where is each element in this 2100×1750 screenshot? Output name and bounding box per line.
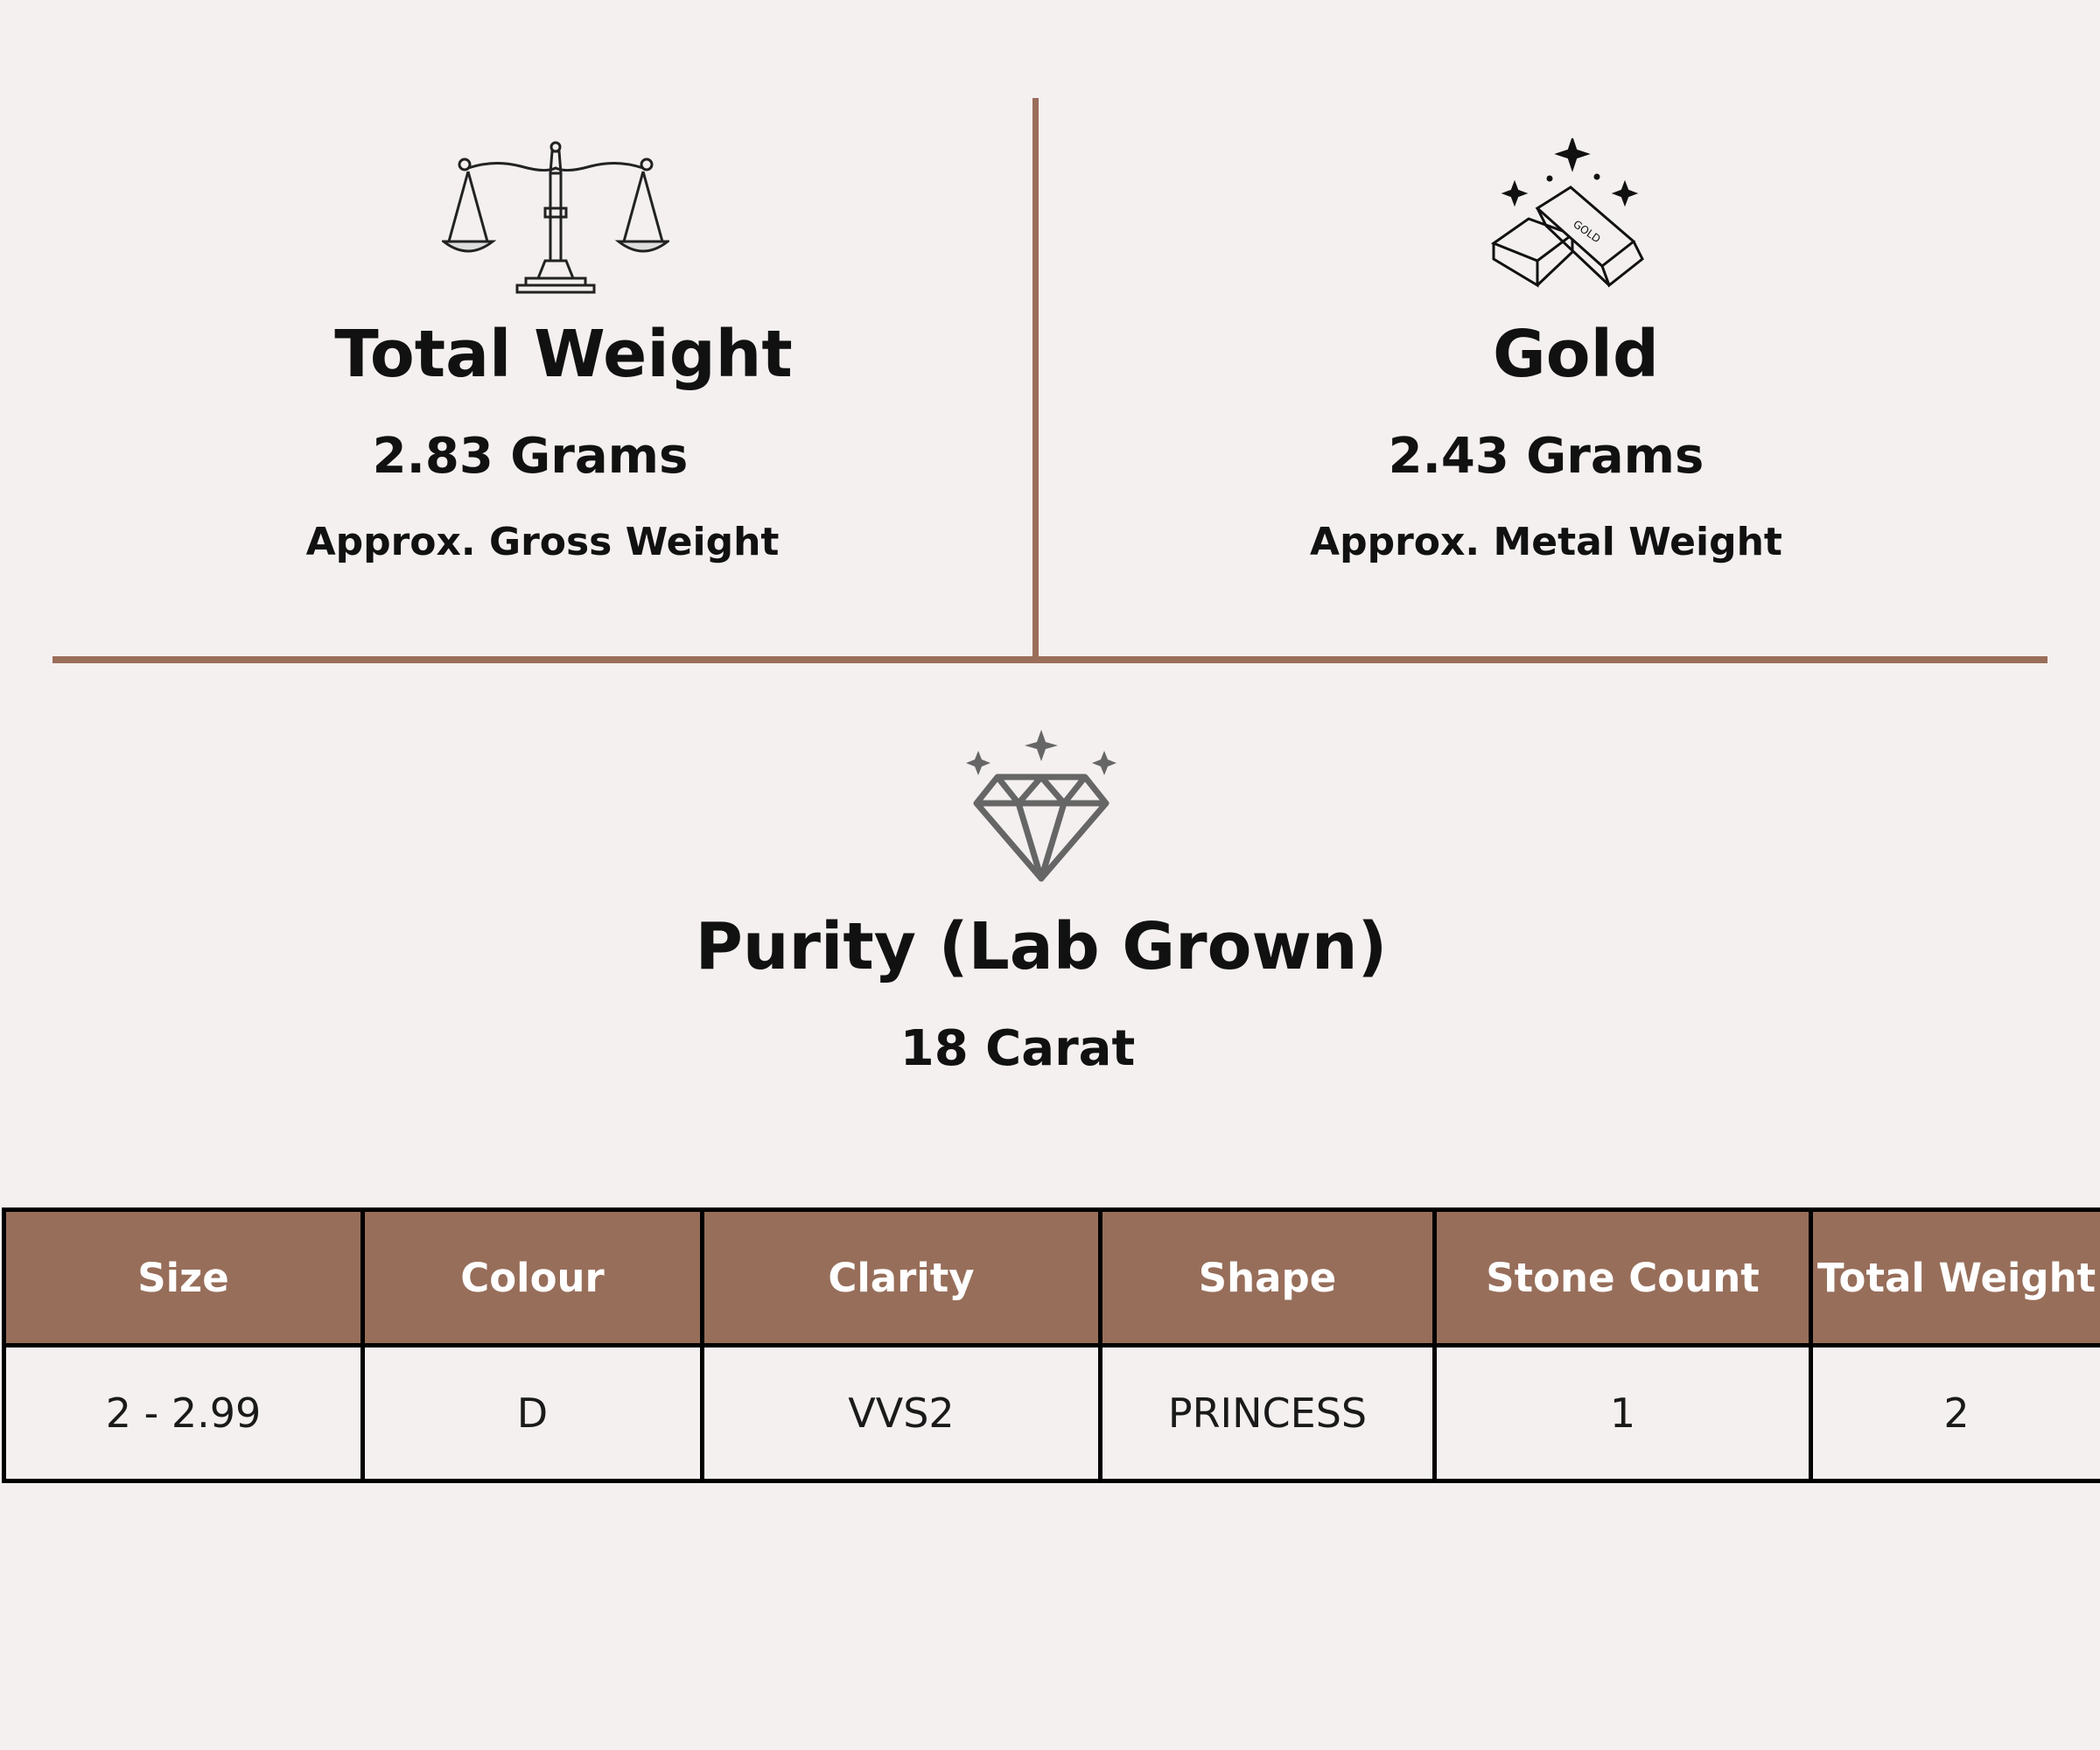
purity-value: 18 Carat — [900, 1020, 1136, 1077]
cell-shape: PRINCESS — [1098, 1343, 1437, 1483]
gold-title: Gold — [1493, 317, 1659, 392]
weight-panel: Total Weight 2.83 Grams Approx. Gross We… — [0, 0, 1032, 656]
column-header-size: Size — [2, 1208, 365, 1348]
cell-clarity: VVS2 — [700, 1343, 1102, 1483]
column-header-clarity: Clarity — [700, 1208, 1102, 1348]
weight-value: 2.83 Grams — [372, 428, 689, 485]
column-header-shape: Shape — [1098, 1208, 1437, 1348]
table-row: 2 - 2.99 D VVS2 PRINCESS 1 2 — [2, 1343, 2100, 1483]
column-header-colour: Colour — [360, 1208, 704, 1348]
diamond-icon — [957, 728, 1125, 886]
gold-caption: Approx. Metal Weight — [1310, 520, 1782, 564]
column-header-stone-count: Stone Count — [1432, 1208, 1813, 1348]
table-header-row: Size Colour Clarity Shape Stone Count To… — [2, 1208, 2100, 1348]
purity-title: Purity (Lab Grown) — [695, 909, 1388, 984]
cell-colour: D — [360, 1343, 704, 1483]
stone-details-table: Size Colour Clarity Shape Stone Count To… — [2, 1208, 2100, 1483]
cell-stone-count: 1 — [1432, 1343, 1813, 1483]
weight-title: Total Weight — [334, 317, 793, 392]
vertical-divider — [1032, 98, 1039, 660]
weight-caption: Approx. Gross Weight — [305, 520, 780, 564]
cell-total-weight: 2 — [1809, 1343, 2100, 1483]
purity-panel: Purity (Lab Grown) 18 Carat — [0, 663, 2100, 1188]
column-header-total-weight: Total Weight — [1809, 1208, 2100, 1348]
gold-value: 2.43 Grams — [1388, 428, 1704, 485]
balance-scale-icon — [442, 138, 669, 298]
gold-panel: GOLD Gold 2.43 Grams Approx. Metal Weigh… — [1039, 0, 2100, 656]
cell-size: 2 - 2.99 — [2, 1343, 365, 1483]
horizontal-divider — [52, 656, 2048, 663]
gold-bars-icon: GOLD — [1485, 138, 1660, 296]
